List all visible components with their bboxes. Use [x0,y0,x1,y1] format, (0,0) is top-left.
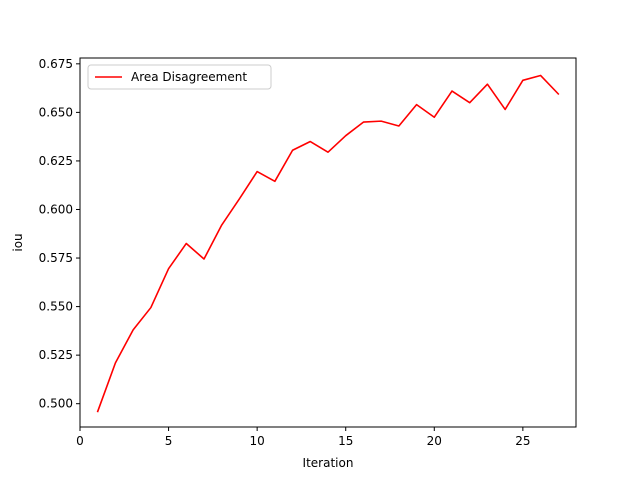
y-tick-label: 0.675 [39,57,73,71]
y-axis: 0.500 0.525 0.550 0.575 0.600 0.625 0.650 0.675 [39,57,80,411]
y-tick-label: 0.550 [39,300,73,314]
x-axis: 0 5 10 15 20 25 [76,427,530,448]
x-tick-label: 10 [250,434,265,448]
x-tick-label: 5 [165,434,173,448]
x-tick-label: 25 [515,434,530,448]
series-layer [96,74,560,413]
y-tick-label: 0.625 [39,154,73,168]
y-tick-label: 0.600 [39,202,73,216]
x-tick-label: 15 [338,434,353,448]
legend-box [87,64,272,90]
x-tick-label: 0 [76,434,84,448]
plot-frame [79,57,577,428]
y-tick-label: 0.525 [39,348,73,362]
y-tick-label: 0.575 [39,251,73,265]
y-tick-label: 0.500 [39,397,73,411]
x-axis-label: Iteration [303,456,354,470]
y-tick-label: 0.650 [39,105,73,119]
x-tick-label: 20 [427,434,442,448]
legend: Area Disagreement [87,64,272,90]
y-axis-label: iou [11,233,25,251]
legend-label: Area Disagreement [131,70,247,84]
series-line-0 [96,74,560,413]
